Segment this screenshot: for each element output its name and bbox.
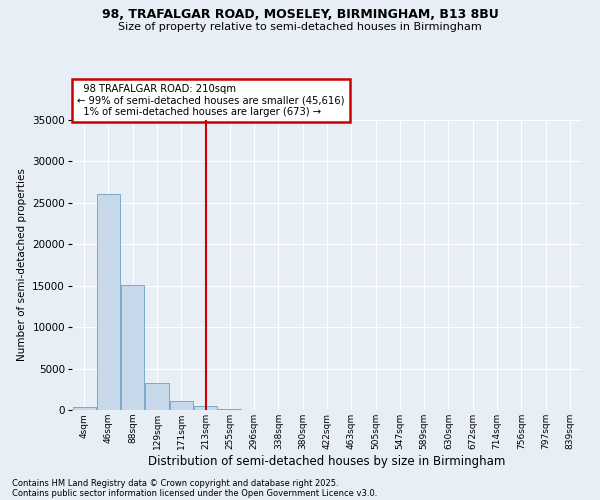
Text: Contains public sector information licensed under the Open Government Licence v3: Contains public sector information licen… (12, 488, 377, 498)
Text: Contains HM Land Registry data © Crown copyright and database right 2025.: Contains HM Land Registry data © Crown c… (12, 478, 338, 488)
Bar (97, 194, 120, 410)
Bar (194, 406, 217, 410)
Bar (218, 409, 241, 410)
Text: 98 TRAFALGAR ROAD: 210sqm
← 99% of semi-detached houses are smaller (45,616)
  1: 98 TRAFALGAR ROAD: 210sqm ← 99% of semi-… (77, 84, 344, 117)
Bar (145, 382, 169, 410)
Bar (121, 285, 144, 410)
Y-axis label: Number of semi-detached properties: Number of semi-detached properties (17, 168, 27, 362)
X-axis label: Distribution of semi-detached houses by size in Birmingham: Distribution of semi-detached houses by … (148, 454, 506, 468)
Text: Size of property relative to semi-detached houses in Birmingham: Size of property relative to semi-detach… (118, 22, 482, 32)
Text: 98, TRAFALGAR ROAD, MOSELEY, BIRMINGHAM, B13 8BU: 98, TRAFALGAR ROAD, MOSELEY, BIRMINGHAM,… (101, 8, 499, 20)
Bar (73, 407, 95, 410)
Bar (170, 401, 193, 410)
